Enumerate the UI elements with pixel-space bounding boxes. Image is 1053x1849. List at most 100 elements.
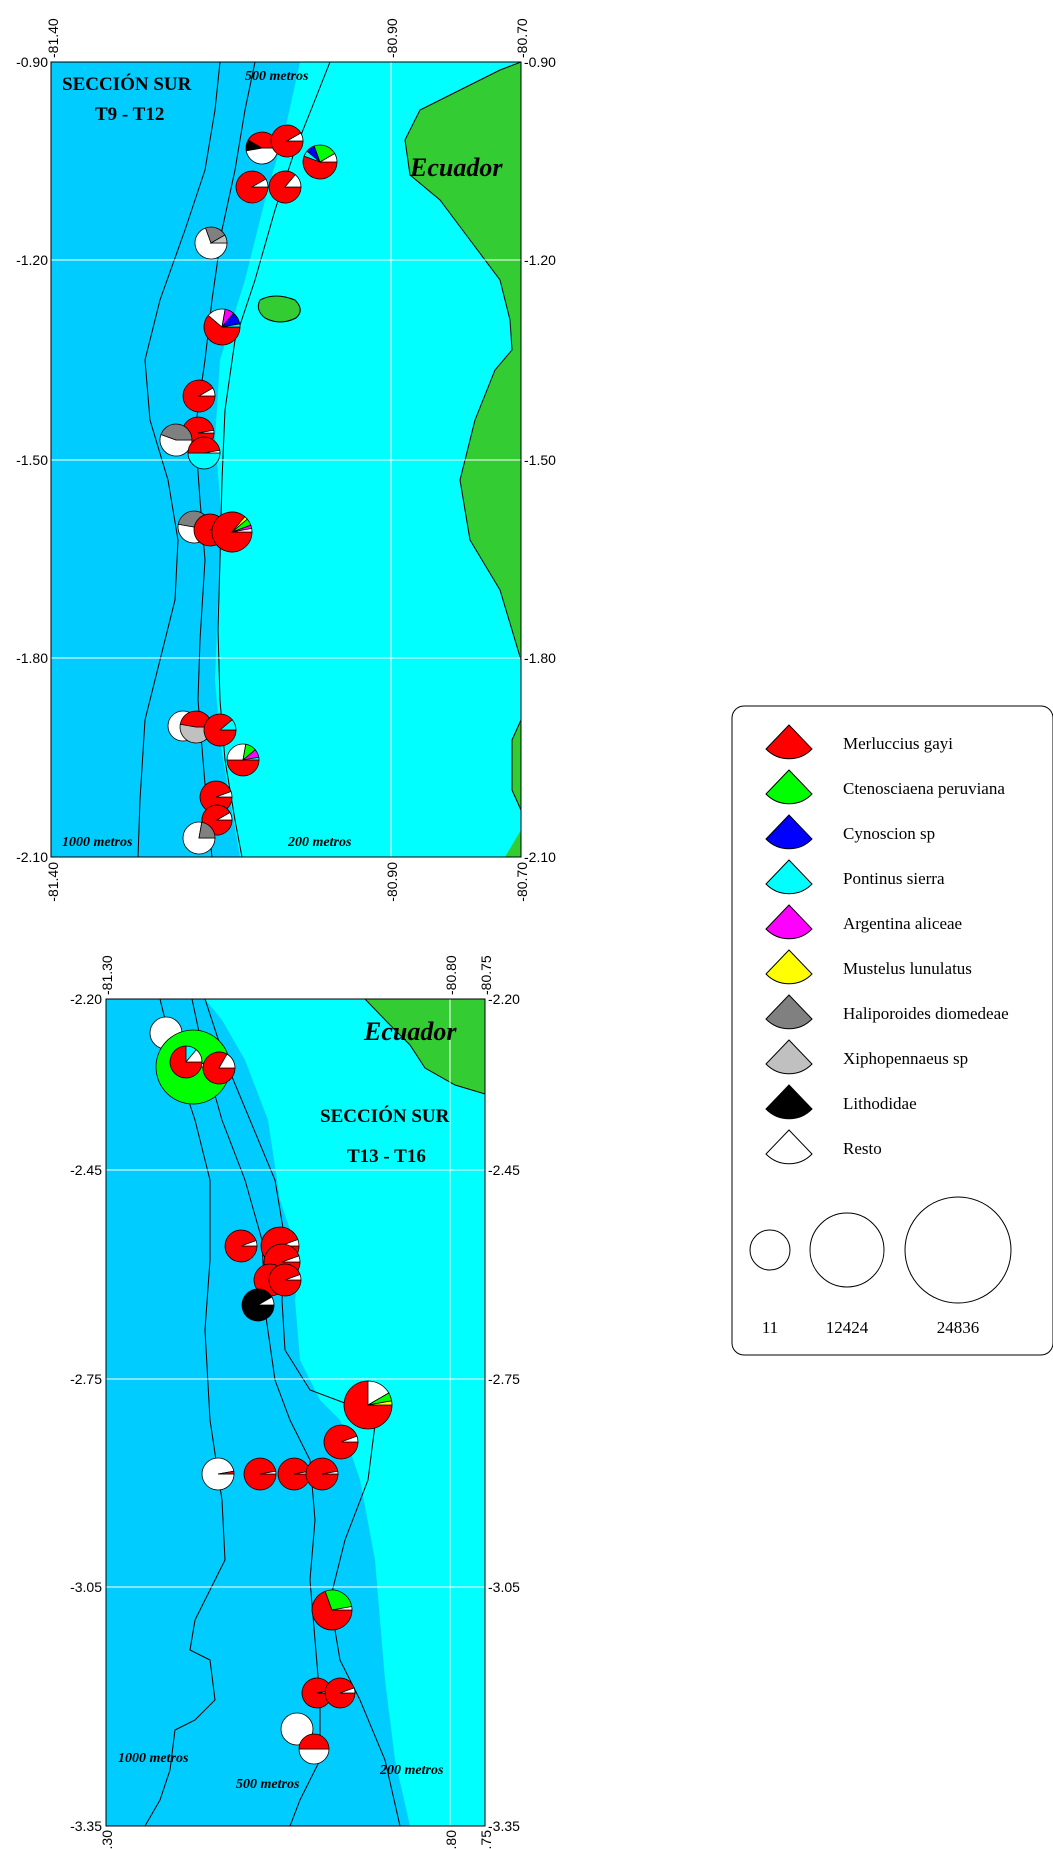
x-tick-label: -80.90 [384, 862, 400, 902]
station-pie [245, 131, 279, 165]
station-pie [201, 1457, 235, 1491]
size-circle-medium [809, 1212, 885, 1288]
pie-slice [218, 719, 237, 731]
pie-slice [240, 1240, 258, 1247]
y-tick-label: -3.05 [488, 1579, 520, 1595]
y-tick-label: -1.20 [524, 252, 556, 268]
size-circle-large [904, 1196, 1012, 1304]
station-pie [159, 423, 193, 457]
pie-slice [187, 452, 221, 470]
y-tick-label: -1.80 [16, 650, 48, 666]
x-tick-label: -80.75 [478, 1830, 494, 1849]
size-circle-small [749, 1229, 791, 1271]
station-pie [302, 144, 338, 180]
contour-label-1000m: 1000 metros [118, 1751, 189, 1766]
legend-label: Resto [843, 1139, 882, 1158]
size-label: 11 [762, 1318, 778, 1337]
pie-slice [321, 1470, 339, 1475]
x-tick-label: -80.80 [443, 955, 459, 995]
map-title-line1: SECCIÓN SUR [320, 1105, 450, 1127]
pie-slice [215, 791, 233, 798]
contour-label-500m: 500 metros [236, 1777, 300, 1792]
map-title-line1: SECCIÓN SUR [62, 73, 192, 95]
y-tick-label: -3.35 [70, 1818, 102, 1834]
pie-slice [343, 1380, 393, 1430]
pie-slice [217, 1470, 235, 1475]
legend-swatch [765, 1039, 813, 1075]
legend-label: Argentina aliceae [843, 914, 962, 933]
pie-slice [340, 1435, 359, 1443]
pie-slice [226, 759, 260, 777]
pie-slice [242, 756, 260, 761]
land-ecuador-tip [505, 830, 521, 857]
y-tick-label: -2.10 [16, 849, 48, 865]
map-title-line2: T9 - T12 [95, 104, 164, 125]
pie-slice [284, 1274, 302, 1281]
y-tick-label: -3.05 [70, 1579, 102, 1595]
station-pie [270, 124, 304, 158]
legend-label: Cynoscion sp [843, 824, 935, 843]
pie-slice [318, 152, 338, 163]
pie-slice [203, 449, 221, 454]
station-pie [323, 1424, 359, 1460]
y-tick-label: -1.80 [524, 650, 556, 666]
map-frame [50, 61, 522, 858]
size-label: 12424 [826, 1318, 869, 1337]
y-tick-label: -2.75 [488, 1371, 520, 1387]
x-tick-label: -81.40 [45, 862, 61, 902]
legend-items: Merluccius gayi Ctenosciaena peruviana Cyn… [765, 724, 1009, 1165]
pie-slice [197, 429, 215, 434]
station-pie [187, 436, 221, 470]
country-label: Ecuador [363, 1017, 457, 1046]
legend-swatch [765, 859, 813, 895]
station-pie [311, 1589, 353, 1631]
y-tick-label: -0.90 [16, 54, 48, 70]
station-pie [343, 1380, 393, 1430]
pie-slice [259, 1470, 277, 1475]
pie-slice [339, 1687, 356, 1694]
pie-slice [215, 811, 233, 821]
y-tick-label: -3.35 [488, 1818, 520, 1834]
station-pie [277, 1457, 311, 1491]
map-t13-t16: Ecuador SECCIÓN SUR T13 - T16 1000 metro… [70, 955, 520, 1849]
pie-slice [281, 1255, 301, 1263]
legend: Merluccius gayi Ctenosciaena peruviana Cyn… [731, 705, 1053, 1356]
legend-swatch [765, 814, 813, 850]
pie-slice [231, 528, 253, 533]
pie-slice [197, 387, 216, 397]
legend-label: Lithodidae [843, 1094, 917, 1113]
pie-slice [285, 132, 304, 142]
station-pie [182, 379, 216, 413]
station-pie [324, 1677, 356, 1709]
size-label: 24836 [937, 1318, 980, 1337]
map-title-line2: T13 - T16 [347, 1146, 426, 1167]
pie-slice [226, 743, 247, 761]
station-pie [199, 780, 233, 814]
y-tick-label: -2.20 [70, 991, 102, 1007]
pie-slice [311, 1590, 353, 1631]
pie-slice [284, 174, 302, 188]
pie-slice [298, 1748, 330, 1765]
station-pie [202, 1051, 236, 1085]
legend-label: Pontinus sierra [843, 869, 945, 888]
legend-swatch [765, 949, 813, 985]
x-tick-label: -80.70 [514, 862, 530, 902]
legend-box [731, 705, 1053, 1356]
isobath-500m [191, 999, 321, 1826]
station-pie [169, 1045, 203, 1079]
legend-swatch [765, 994, 813, 1030]
x-tick-label: -80.70 [514, 18, 530, 58]
pie-slice [187, 436, 221, 454]
contour-label-500m: 500 metros [245, 69, 309, 84]
station-pie [203, 308, 241, 346]
legend-label: Ctenosciaena peruviana [843, 779, 1005, 798]
pie-slice [298, 1733, 330, 1750]
pie-slice [182, 821, 216, 855]
island [257, 295, 301, 323]
x-tick-label: -80.80 [443, 1830, 459, 1849]
station-pie [235, 170, 269, 204]
y-tick-label: -2.10 [524, 849, 556, 865]
station-pie [243, 1457, 277, 1491]
pie-slice [209, 234, 228, 244]
x-tick-label: -80.75 [478, 955, 494, 995]
